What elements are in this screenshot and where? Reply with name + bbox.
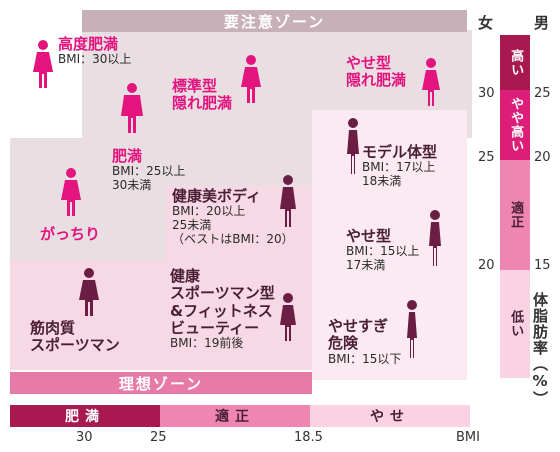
female-tick: 25 [478, 150, 495, 165]
female-tick: 30 [478, 86, 495, 101]
female-tick: 20 [478, 258, 495, 273]
male-tick: 25 [534, 86, 551, 101]
woman-icon-model [347, 118, 359, 174]
male-tick: 15 [534, 258, 551, 273]
woman-icon-thin [429, 210, 441, 266]
thin-zone-lower [312, 270, 467, 380]
fat-level-somewhat-high: やや高い [500, 90, 530, 160]
ideal-zone-lower [10, 260, 312, 370]
fat-level-proper: 適正 [500, 160, 530, 270]
caution-zone-mid [82, 138, 312, 186]
body-fat-axis-title: 体脂肪率（%） [531, 292, 549, 407]
ideal-zone-title: 理想ゾーン [10, 372, 312, 394]
woman-icon-too-thin [407, 300, 417, 358]
label-model: モデル体型 BMI：17以上 18未満 [362, 143, 438, 189]
label-healthy-sports: 健康 スポーツマン型 &フィットネス ビューティー BMI：19前後 [170, 267, 275, 350]
woman-icon-muscular [79, 268, 99, 316]
woman-icon-stocky [61, 168, 81, 216]
fat-level-low: 低い [500, 270, 530, 378]
woman-icon-thin-hidden [422, 58, 440, 106]
label-muscular: 筋肉質 スポーツマン [30, 319, 120, 355]
label-too-thin: やせすぎ 危険 BMI：15以下 [328, 317, 402, 366]
label-obese: 肥満 BMI：25以上 30未満 [112, 147, 186, 193]
woman-icon-high-obesity [33, 40, 53, 88]
bmi-band-proper: 適正 [160, 405, 310, 427]
woman-icon-obese [121, 83, 143, 133]
bmi-tick: 30 [76, 430, 93, 445]
bmi-band-obese: 肥満 [10, 405, 160, 427]
male-tick: 20 [534, 150, 551, 165]
bmi-band-thin: やせ [310, 405, 470, 427]
label-healthy-beauty: 健康美ボディ BMI：20以上 25未満 （ベストはBMI：20） [172, 187, 294, 246]
label-thin: やせ型 BMI：15以上 17未満 [346, 227, 420, 273]
woman-icon-standard-hidden [241, 55, 261, 103]
label-standard-hidden: 標準型 隠れ肥満 [172, 77, 233, 113]
caution-zone-title: 要注意ゾーン [82, 10, 467, 32]
male-axis-title: 男 [534, 14, 550, 32]
thin-zone-upper [312, 110, 467, 270]
label-high-obesity: 高度肥満 BMI：30以上 [58, 35, 132, 67]
bmi-axis-label: BMI [456, 430, 480, 445]
label-thin-hidden: やせ型 隠れ肥満 [346, 54, 407, 90]
bmi-tick: 18.5 [294, 430, 323, 445]
woman-icon-healthy-beauty [280, 175, 296, 227]
label-stocky: がっちり [40, 225, 101, 243]
female-axis-title: 女 [478, 14, 494, 32]
bmi-tick: 25 [150, 430, 167, 445]
fat-level-high: 高い [500, 35, 530, 90]
woman-icon-healthy-sports [280, 293, 296, 341]
